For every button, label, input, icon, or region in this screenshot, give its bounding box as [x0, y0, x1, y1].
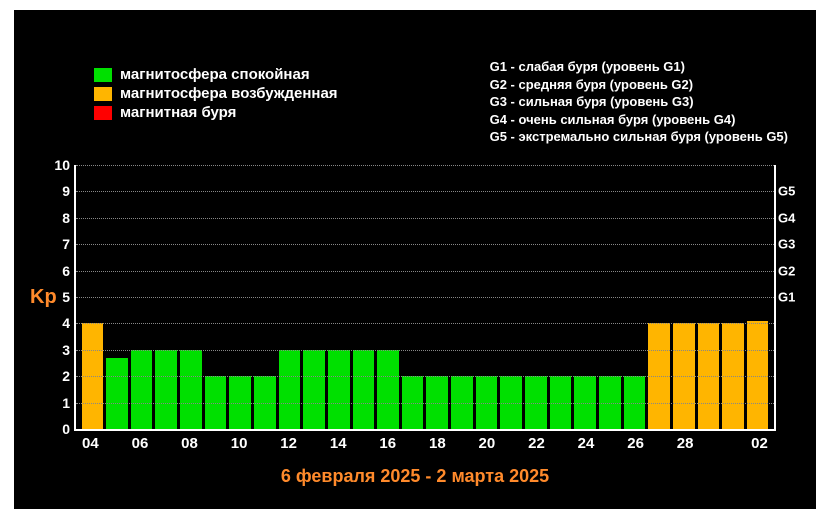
- x-tick-label: 02: [749, 435, 771, 457]
- x-tick-label: [104, 435, 126, 457]
- x-tick-label: 06: [129, 435, 151, 457]
- gridline: [76, 191, 774, 192]
- x-tick-label: 26: [625, 435, 647, 457]
- x-tick-label: [600, 435, 622, 457]
- x-tick-label: 24: [575, 435, 597, 457]
- legend-swatch: [94, 68, 112, 82]
- x-tick-label: 12: [278, 435, 300, 457]
- legend-item: магнитная буря: [94, 104, 338, 121]
- x-tick-label: [203, 435, 225, 457]
- x-axis-labels: 04 06 08 10 12 14 16 18 20 22 24 26 28 02: [74, 435, 776, 457]
- bar: [155, 350, 177, 429]
- legend-swatch: [94, 106, 112, 120]
- g-scale-tick: G2: [778, 263, 804, 278]
- y-tick-label: 9: [48, 183, 70, 199]
- legend-swatch: [94, 87, 112, 101]
- y-tick-label: 1: [48, 395, 70, 411]
- x-tick-label: [303, 435, 325, 457]
- plot-area: 012345678910G1G2G3G4G5: [74, 165, 776, 431]
- x-tick-label: [699, 435, 721, 457]
- page-background: магнитосфера спокойная магнитосфера возбу…: [0, 0, 830, 519]
- bar: [328, 350, 350, 429]
- x-tick-label: [154, 435, 176, 457]
- y-tick-label: 7: [48, 236, 70, 252]
- gscale-desc-line: G5 - экстремально сильная буря (уровень …: [490, 128, 788, 146]
- g-scale-tick: G5: [778, 184, 804, 199]
- y-tick-label: 8: [48, 210, 70, 226]
- gscale-desc-line: G4 - очень сильная буря (уровень G4): [490, 111, 788, 129]
- x-tick-label: 10: [228, 435, 250, 457]
- gscale-desc-line: G3 - сильная буря (уровень G3): [490, 93, 788, 111]
- bar: [180, 350, 202, 429]
- bar: [377, 350, 399, 429]
- kp-chart: магнитосфера спокойная магнитосфера возбу…: [14, 10, 816, 509]
- bar: [747, 321, 769, 429]
- x-tick-label: 22: [526, 435, 548, 457]
- x-tick-label: [352, 435, 374, 457]
- y-tick-label: 2: [48, 368, 70, 384]
- x-tick-label: [724, 435, 746, 457]
- x-tick-label: 28: [674, 435, 696, 457]
- legend-item: магнитосфера спокойная: [94, 66, 338, 83]
- x-tick-label: 14: [327, 435, 349, 457]
- x-tick-label: [402, 435, 424, 457]
- gridline: [76, 218, 774, 219]
- g-scale-tick: G3: [778, 237, 804, 252]
- x-tick-label: [550, 435, 572, 457]
- gridline: [76, 271, 774, 272]
- x-tick-label: [649, 435, 671, 457]
- x-tick-label: 04: [80, 435, 102, 457]
- y-tick-label: 10: [48, 157, 70, 173]
- x-tick-label: 18: [426, 435, 448, 457]
- gridline: [76, 165, 774, 166]
- bar: [353, 350, 375, 429]
- date-range-caption: 6 февраля 2025 - 2 марта 2025: [14, 466, 816, 487]
- legend-label: магнитная буря: [120, 104, 236, 121]
- x-tick-label: 08: [179, 435, 201, 457]
- legend-right-gscale-text: G1 - слабая буря (уровень G1)G2 - средня…: [490, 58, 788, 146]
- legend-item: магнитосфера возбужденная: [94, 85, 338, 102]
- gridline: [76, 244, 774, 245]
- gridline: [76, 403, 774, 404]
- gridline: [76, 376, 774, 377]
- y-tick-label: 4: [48, 315, 70, 331]
- y-tick-label: 6: [48, 263, 70, 279]
- y-tick-label: 5: [48, 289, 70, 305]
- x-tick-label: [501, 435, 523, 457]
- bar: [131, 350, 153, 429]
- x-tick-label: 20: [476, 435, 498, 457]
- gridline: [76, 297, 774, 298]
- legend-left: магнитосфера спокойная магнитосфера возбу…: [94, 66, 338, 123]
- y-tick-label: 0: [48, 421, 70, 437]
- gscale-desc-line: G2 - средняя буря (уровень G2): [490, 76, 788, 94]
- g-scale-tick: G1: [778, 290, 804, 305]
- gscale-desc-line: G1 - слабая буря (уровень G1): [490, 58, 788, 76]
- x-tick-label: 16: [377, 435, 399, 457]
- legend-label: магнитосфера возбужденная: [120, 85, 338, 102]
- g-scale-tick: G4: [778, 210, 804, 225]
- bar: [106, 358, 128, 429]
- x-tick-label: [451, 435, 473, 457]
- bar: [279, 350, 301, 429]
- x-tick-label: [253, 435, 275, 457]
- gridline: [76, 323, 774, 324]
- legend-label: магнитосфера спокойная: [120, 66, 310, 83]
- y-tick-label: 3: [48, 342, 70, 358]
- bar: [303, 350, 325, 429]
- gridline: [76, 350, 774, 351]
